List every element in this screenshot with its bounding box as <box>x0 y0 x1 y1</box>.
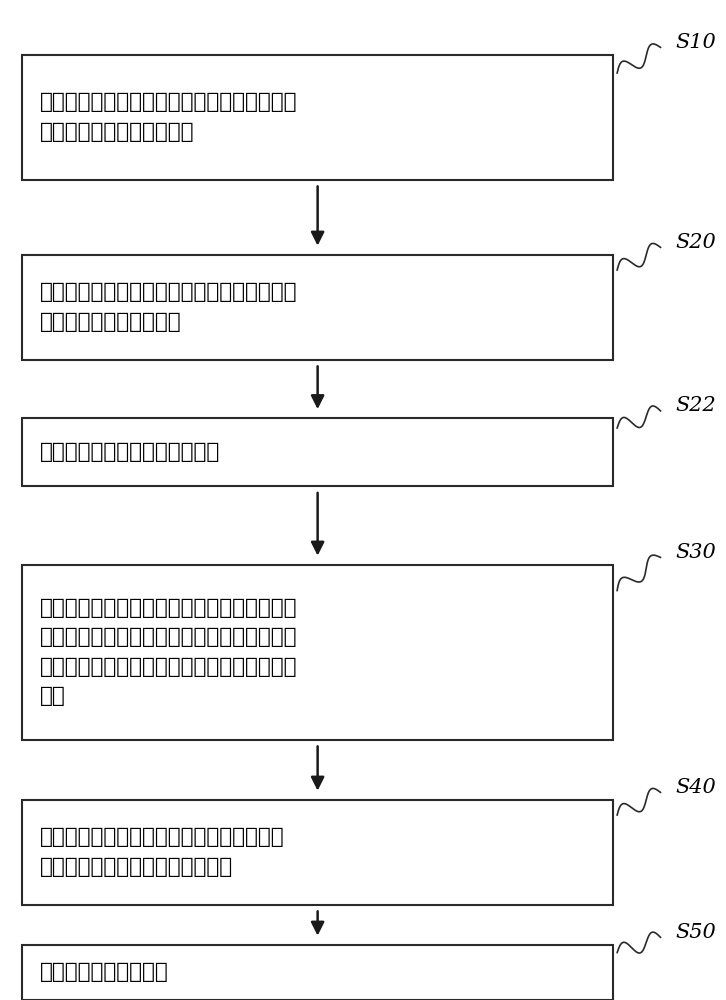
Text: 固化填充至孔洞的第一导电材料: 固化填充至孔洞的第一导电材料 <box>40 442 220 462</box>
Text: S10: S10 <box>675 33 716 52</box>
Bar <box>22 564 613 740</box>
Text: S40: S40 <box>675 778 716 797</box>
Text: 研磨侧壁至该孔洞，使孔洞在侧壁上形成凹
部，并使第一导电材料外露于侧壁: 研磨侧壁至该孔洞，使孔洞在侧壁上形成凹 部，并使第一导电材料外露于侧壁 <box>40 827 285 877</box>
Text: 填充第一导电材料至孔洞，其中至少一个电极
与第一导电材料电性连接: 填充第一导电材料至孔洞，其中至少一个电极 与第一导电材料电性连接 <box>40 282 298 332</box>
Bar <box>22 254 613 360</box>
Bar <box>22 54 613 180</box>
Text: 接合电性连接件至侧壁: 接合电性连接件至侧壁 <box>40 962 168 982</box>
Bar <box>22 944 613 1000</box>
Text: S22: S22 <box>675 396 716 415</box>
Bar <box>22 418 613 486</box>
Text: S20: S20 <box>675 233 716 252</box>
Text: 在母基板钻孔形成至少一个孔洞，其中母基板
具有交错配置的复数个电极: 在母基板钻孔形成至少一个孔洞，其中母基板 具有交错配置的复数个电极 <box>40 92 298 142</box>
Bar <box>22 800 613 904</box>
Text: S30: S30 <box>675 543 716 562</box>
Text: S50: S50 <box>675 923 716 942</box>
Text: 切割母基板，以形成至少一个基板本体，各基
板本体具有相对的第一表面及第二表面，以及
至少一个侧壁，侧壁位于第一表面及第二表面
之间: 切割母基板，以形成至少一个基板本体，各基 板本体具有相对的第一表面及第二表面，以… <box>40 598 298 706</box>
